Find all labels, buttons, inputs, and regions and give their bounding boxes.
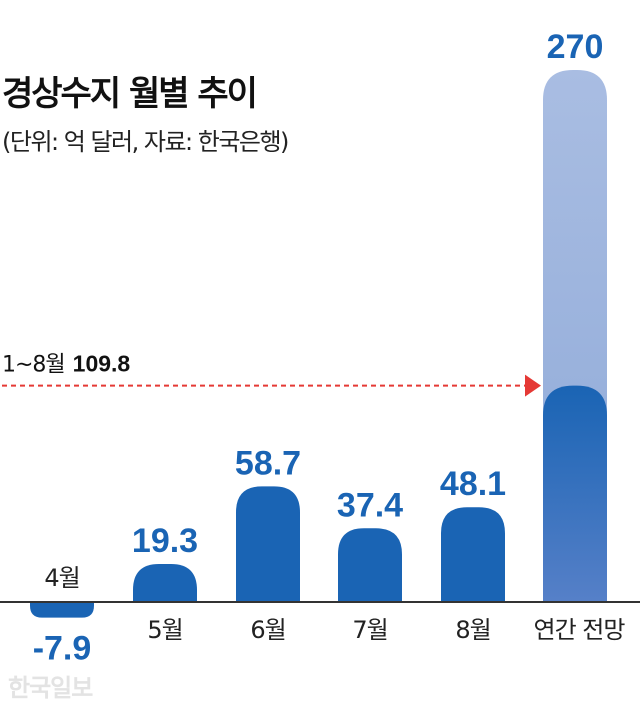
arrow-right-icon — [525, 374, 541, 397]
category-label: 연간 전망 — [534, 616, 626, 644]
bar-8 — [441, 507, 505, 602]
watermark-text: 한국일보 — [8, 674, 93, 702]
category-label: 7월 — [352, 616, 387, 644]
cumulative-value: 109.8 — [73, 351, 131, 377]
value-label: 48.1 — [440, 465, 506, 503]
value-label: 37.4 — [337, 486, 403, 524]
value-label: 19.3 — [132, 522, 198, 560]
bar-4 — [30, 602, 94, 618]
value-label: 58.7 — [235, 444, 301, 482]
category-label: 5월 — [147, 616, 182, 644]
category-label: 8월 — [455, 616, 490, 644]
value-label: -7.9 — [33, 630, 92, 668]
chart-title: 경상수지 월별 추이 — [2, 74, 258, 114]
category-label: 4월 — [44, 564, 79, 592]
category-label: 6월 — [250, 616, 285, 644]
bar-6 — [236, 486, 300, 602]
value-label: 270 — [547, 28, 604, 66]
bar-7 — [338, 528, 402, 602]
bar-5 — [133, 563, 197, 602]
chart-subtitle: (단위: 억 달러, 자료: 한국은행) — [2, 128, 289, 156]
cumulative-label: 1~8월 — [2, 353, 65, 378]
bar-forecast-cumulative — [543, 385, 607, 602]
